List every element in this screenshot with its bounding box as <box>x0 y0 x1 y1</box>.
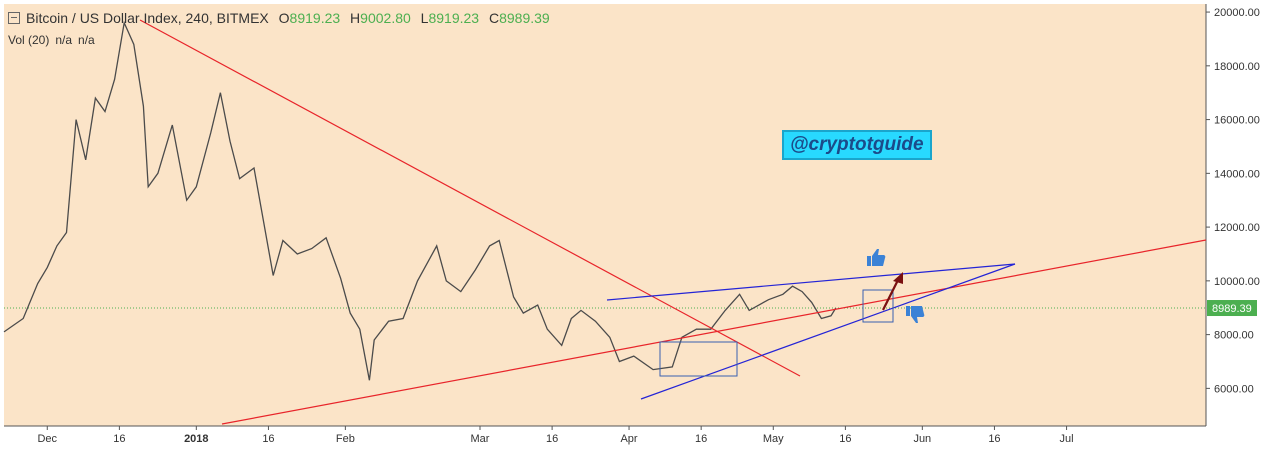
y-tick-label: 18000.00 <box>1214 61 1260 73</box>
y-tick-label: 14000.00 <box>1214 168 1260 180</box>
close-value: 8989.39 <box>499 10 550 26</box>
close-key: C <box>488 10 500 26</box>
x-tick-label: Jul <box>1060 433 1074 445</box>
x-tick-label: May <box>763 433 784 445</box>
y-tick-label: 16000.00 <box>1214 115 1260 127</box>
collapse-icon[interactable] <box>8 12 20 24</box>
plot-background <box>4 4 1206 426</box>
x-tick-label: 16 <box>839 433 851 445</box>
x-tick-label: Apr <box>620 433 637 445</box>
volume-label: Vol (20) <box>8 33 50 47</box>
thumbs-up-icon <box>867 249 886 266</box>
breakout-arrow-head <box>893 272 903 284</box>
volume-legend: Vol (20) n/a n/a <box>8 33 101 47</box>
red-downtrend-line <box>139 19 801 377</box>
high-value: 9002.80 <box>360 10 411 26</box>
open-key: O <box>278 10 290 26</box>
x-tick-label: 16 <box>546 433 558 445</box>
x-tick-label: Feb <box>336 433 355 445</box>
x-tick-label: 16 <box>695 433 707 445</box>
price-series-line <box>3 20 837 381</box>
y-tick-label: 20000.00 <box>1214 7 1260 19</box>
author-watermark: @cryptotguide <box>782 130 932 160</box>
open-value: 8919.23 <box>289 10 341 26</box>
x-tick-label: 2018 <box>184 433 208 445</box>
last-price-label: 8989.39 <box>1212 303 1252 315</box>
red-support-line <box>221 239 1207 425</box>
y-tick-label: 12000.00 <box>1214 222 1260 234</box>
x-tick-label: 16 <box>113 433 125 445</box>
volume-value-2: n/a <box>78 33 95 47</box>
x-tick-label: Mar <box>471 433 490 445</box>
x-tick-label: 16 <box>262 433 274 445</box>
accumulation-box <box>659 341 738 377</box>
y-tick-label: 8000.00 <box>1214 330 1254 342</box>
blue-upper-wedge-line <box>606 263 1016 301</box>
low-key: L <box>420 10 429 26</box>
low-value: 8919.23 <box>428 10 480 26</box>
thumbs-down-icon <box>906 306 925 323</box>
breakout-arrow <box>882 277 900 311</box>
volume-value-1: n/a <box>55 33 73 47</box>
last-price-badge <box>1207 300 1257 317</box>
current-box <box>862 289 894 323</box>
y-tick-label: 10000.00 <box>1214 276 1260 288</box>
y-tick-label: 6000.00 <box>1214 383 1254 395</box>
high-key: H <box>350 10 361 26</box>
x-tick-label: Dec <box>37 433 57 445</box>
symbol-title: Bitcoin / US Dollar Index, 240, BITMEX <box>26 10 269 26</box>
x-tick-label: Jun <box>913 433 931 445</box>
symbol-legend: Bitcoin / US Dollar Index, 240, BITMEX O… <box>8 10 550 26</box>
x-tick-label: 16 <box>988 433 1000 445</box>
